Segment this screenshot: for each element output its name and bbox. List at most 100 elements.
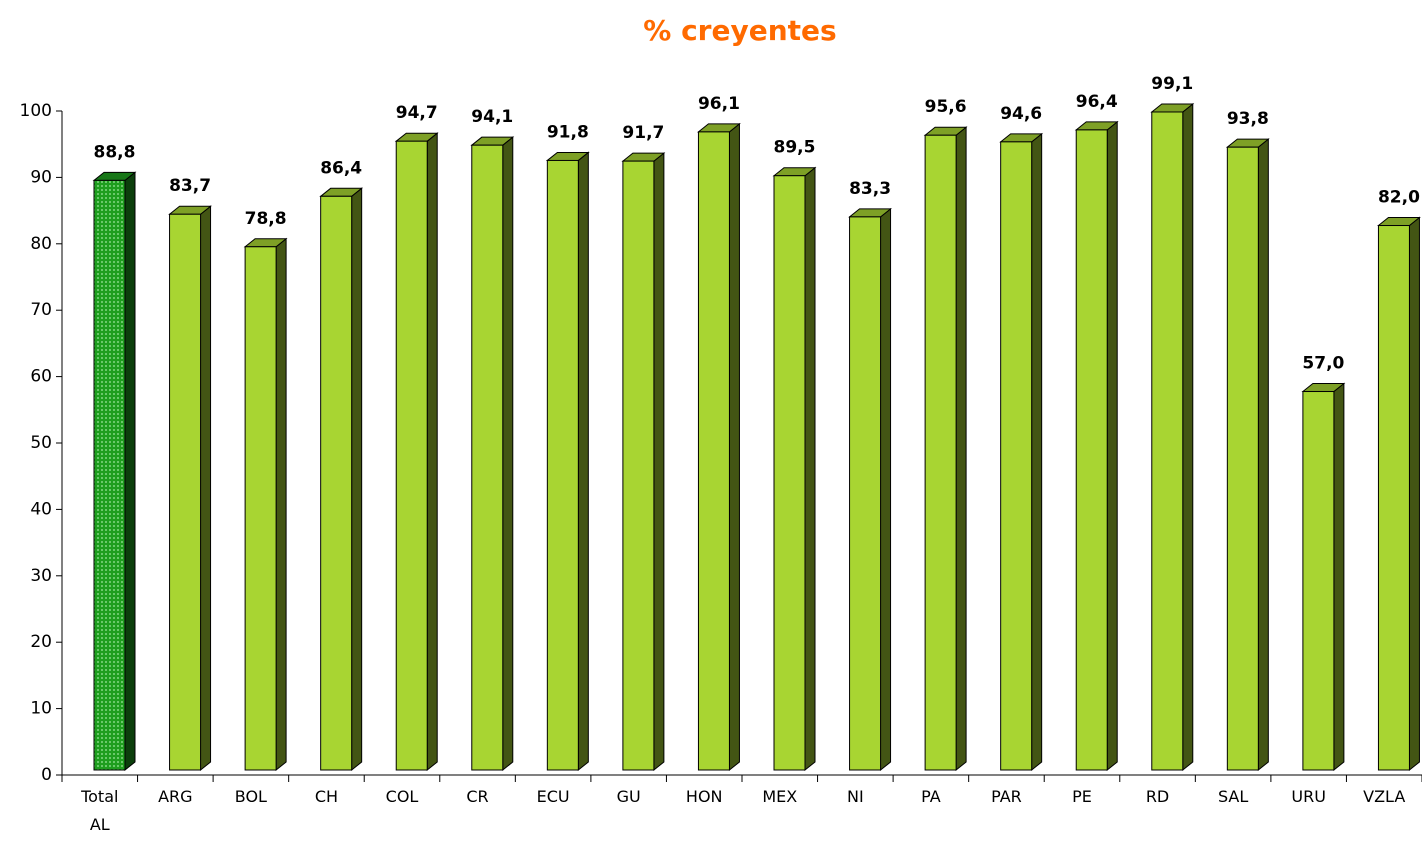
x-label-box: GU	[616, 787, 641, 806]
x-label-box: ECU	[536, 787, 570, 806]
bar	[1074, 120, 1119, 772]
x-tick-label: ECU	[536, 787, 570, 806]
x-tick-label: URU	[1291, 787, 1326, 806]
bar	[621, 152, 666, 772]
y-tick-label: 100	[20, 101, 52, 121]
bar-side	[124, 171, 136, 772]
x-label-box: NI	[846, 787, 864, 806]
x-tick-label: Total AL	[81, 787, 119, 834]
bar-front	[1302, 391, 1335, 771]
bar-side	[275, 237, 287, 772]
x-label-box: CH	[314, 787, 339, 806]
bar	[1377, 216, 1421, 772]
bar-front	[395, 140, 428, 771]
bar-front	[622, 160, 655, 771]
value-label: 99,1	[1151, 74, 1193, 94]
bar-front	[546, 159, 579, 771]
bar-front	[1151, 111, 1184, 771]
bar-side	[1333, 382, 1345, 772]
bar-side	[1408, 216, 1420, 772]
x-label-box: CR	[466, 787, 489, 806]
y-tick-label: 60	[30, 367, 52, 387]
bar-front	[169, 213, 202, 771]
bar-side	[880, 207, 892, 772]
bar	[848, 207, 892, 772]
x-label-box: HON	[685, 787, 723, 806]
bar-side	[351, 187, 363, 772]
value-label: 57,0	[1302, 354, 1344, 374]
bar-side	[577, 151, 589, 772]
bar-side	[653, 152, 665, 772]
x-label-box: COL	[386, 787, 419, 806]
value-label: 91,8	[547, 122, 589, 142]
value-label: 82,0	[1378, 188, 1420, 208]
x-label-box: MEX	[762, 787, 797, 806]
bar-front	[320, 195, 353, 771]
bar	[697, 122, 741, 772]
x-tick-label: GU	[616, 787, 641, 806]
x-tick-label: PE	[1072, 787, 1092, 806]
bar-side	[1257, 138, 1269, 772]
bar-side	[804, 166, 816, 772]
y-tick-label: 90	[30, 167, 52, 187]
x-tick-label: CR	[466, 787, 489, 806]
bar-front	[849, 216, 882, 771]
x-label-box: VZLA	[1363, 787, 1406, 806]
bar-side	[426, 132, 438, 772]
bar	[470, 136, 515, 772]
y-tick-label: 40	[30, 499, 52, 519]
bar-front	[773, 175, 806, 771]
bar	[394, 132, 439, 772]
y-tick-label: 70	[30, 300, 52, 320]
bar-front	[244, 246, 277, 771]
bar-side	[200, 205, 212, 772]
bar-front	[1075, 129, 1108, 771]
x-label-box: URU	[1291, 787, 1326, 806]
x-tick-label: CH	[314, 787, 339, 806]
bar-side	[728, 122, 740, 772]
bar	[772, 166, 817, 772]
chart-title: % creyentes	[643, 14, 836, 47]
bar-front	[93, 179, 126, 771]
x-label-box: Total AL	[81, 787, 119, 834]
value-label: 83,7	[169, 176, 211, 196]
bar	[1150, 102, 1195, 772]
x-label-box: PA	[921, 787, 941, 806]
x-label-box: ARG	[158, 787, 192, 806]
value-label: 94,1	[471, 107, 513, 127]
bar	[168, 205, 212, 772]
bar-side	[1031, 132, 1043, 772]
value-label: 89,5	[774, 138, 816, 158]
value-label: 94,7	[396, 103, 438, 123]
bar-front	[1000, 141, 1033, 771]
x-label-box: BOL	[234, 787, 267, 806]
bar	[319, 187, 364, 772]
bar	[923, 126, 968, 772]
x-label-box: SAL	[1218, 787, 1248, 806]
x-tick-label: BOL	[234, 787, 267, 806]
y-tick-label: 80	[30, 234, 52, 254]
bar-front	[1377, 225, 1410, 771]
value-label: 95,6	[925, 97, 967, 117]
bar	[999, 132, 1044, 772]
value-label: 93,8	[1227, 109, 1269, 129]
x-tick-label: VZLA	[1363, 787, 1406, 806]
y-tick-label: 50	[30, 433, 52, 453]
value-label: 91,7	[622, 123, 664, 143]
value-label: 96,4	[1076, 92, 1118, 112]
value-label: 86,4	[320, 158, 362, 178]
x-tick-label: PA	[921, 787, 941, 806]
x-label-box: RD	[1146, 787, 1169, 806]
bar-side	[502, 136, 514, 772]
x-tick-label: NI	[846, 787, 864, 806]
y-tick-label: 0	[41, 765, 52, 785]
x-tick-label: PAR	[991, 787, 1022, 806]
x-label-box: PE	[1072, 787, 1092, 806]
bar-side	[955, 126, 967, 772]
x-tick-label: HON	[685, 787, 723, 806]
y-tick-label: 10	[30, 699, 52, 719]
bar-front	[1226, 146, 1259, 771]
y-tick-label: 30	[30, 566, 52, 586]
value-label: 96,1	[698, 94, 740, 114]
